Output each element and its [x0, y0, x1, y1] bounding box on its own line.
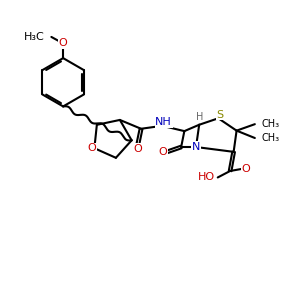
Text: O: O: [241, 164, 250, 174]
Text: H₃C: H₃C: [24, 32, 45, 42]
Text: CH₃: CH₃: [261, 119, 279, 129]
Text: O: O: [59, 38, 68, 48]
Text: CH₃: CH₃: [261, 133, 279, 143]
Text: N: N: [192, 142, 200, 152]
Text: H: H: [196, 112, 203, 122]
Text: O: O: [133, 144, 142, 154]
Text: O: O: [88, 143, 96, 153]
Text: HO: HO: [198, 172, 215, 182]
Text: O: O: [158, 147, 167, 157]
Text: S: S: [216, 110, 224, 120]
Text: NH: NH: [155, 117, 172, 127]
